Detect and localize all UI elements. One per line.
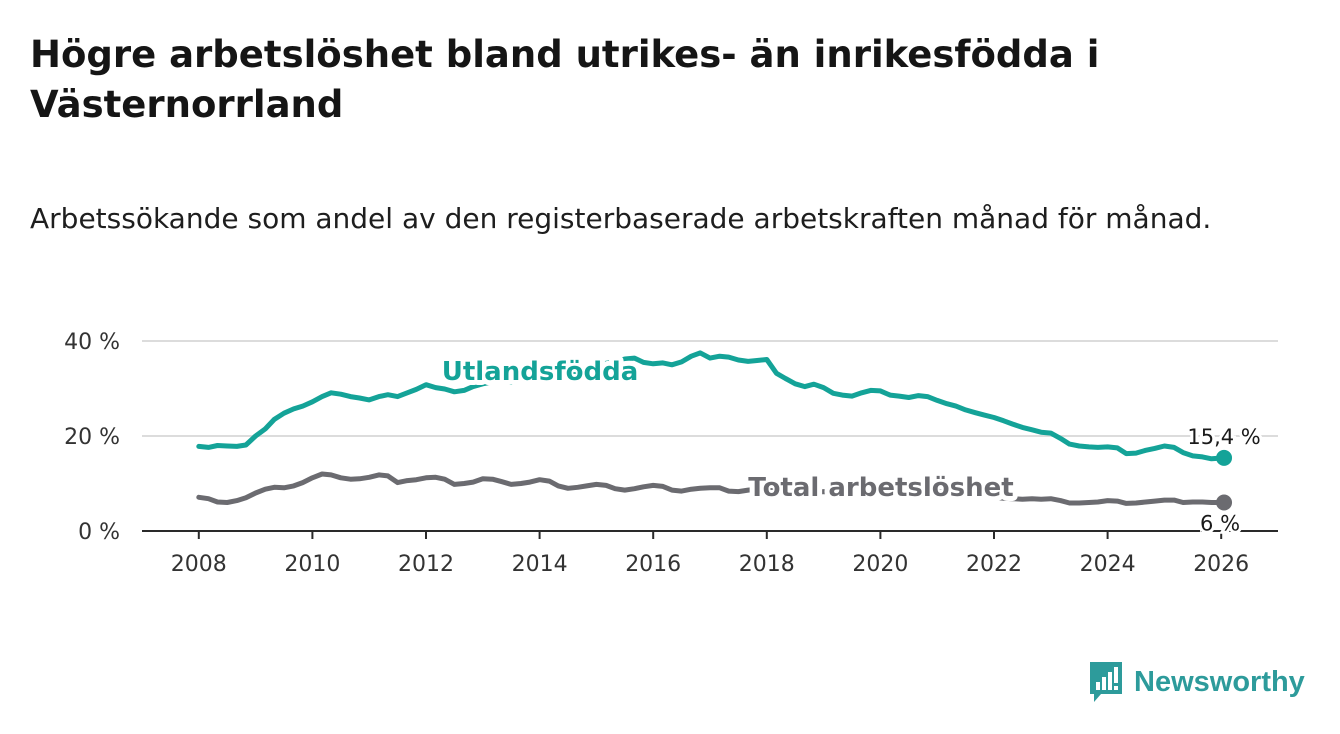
x-tick-label: 2010 (284, 552, 340, 577)
series-line-total (196, 471, 1227, 506)
end-point-marker (1216, 494, 1233, 511)
y-tick-label: 0 % (78, 520, 120, 545)
series-line-utlandsfodda (196, 350, 1227, 462)
series-label-utlandsfodda: Utlandsfödda (442, 357, 639, 387)
y-tick-label: 40 % (64, 330, 120, 355)
end-label-utlandsfodda: 15,4 % (1187, 425, 1260, 449)
page-title: Högre arbetslöshet bland utrikes- än inr… (30, 33, 1100, 126)
x-tick-label: 2018 (739, 552, 795, 577)
chart-labels: Utlandsfödda Total arbetslöshet 15,4 % 6 % (437, 352, 1264, 539)
x-tick-label: 2016 (625, 552, 681, 577)
x-tick-label: 2024 (1080, 552, 1136, 577)
series-label-total: Total arbetslöshet (748, 473, 1013, 503)
brand-name: Newsworthy (1134, 665, 1305, 698)
x-axis: 2008 2010 2012 2014 2016 2018 2020 2022 2024 2026 (142, 530, 1278, 577)
y-tick-label: 20 % (64, 425, 120, 450)
x-tick-label: 2012 (398, 552, 454, 577)
brand[interactable]: Newsworthy (1088, 660, 1305, 704)
x-tick-label: 2008 (171, 552, 227, 577)
end-point-marker (1216, 449, 1233, 466)
x-tick-label: 2014 (512, 552, 568, 577)
series-lines (196, 350, 1233, 511)
end-label-total: 6 % (1200, 512, 1240, 536)
chart-subtitle: Arbetssökande som andel av den registerb… (30, 202, 1212, 235)
x-tick-label: 2022 (966, 552, 1022, 577)
x-tick-label: 2026 (1193, 552, 1249, 577)
newsworthy-logo-icon (1090, 662, 1122, 702)
gridlines: 0 % 20 % 40 % (64, 330, 1278, 545)
x-tick-label: 2020 (852, 552, 908, 577)
